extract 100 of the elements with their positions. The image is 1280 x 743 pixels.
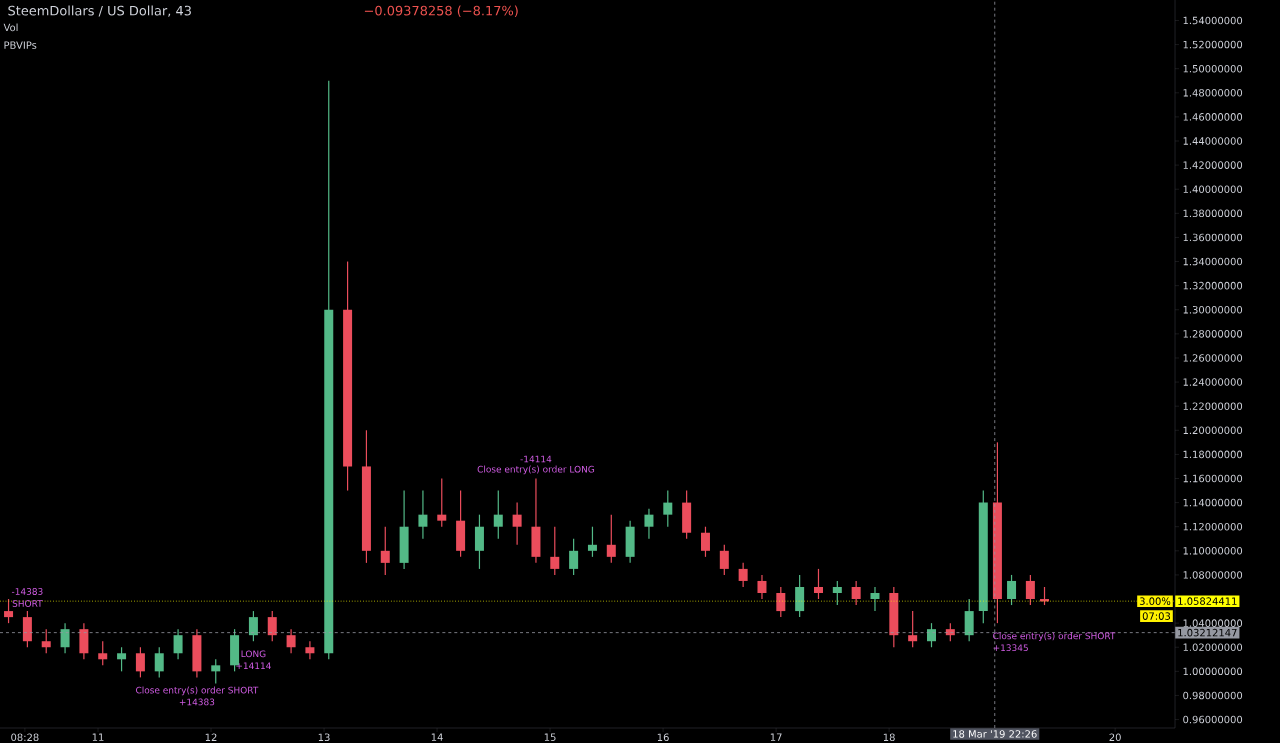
y-tick-label: 1.22000000	[1183, 402, 1243, 410]
candlestick	[154, 646, 164, 678]
candlestick	[587, 526, 597, 558]
ref-line-label: 18 Mar '19 22:26	[953, 730, 1037, 738]
candlestick	[776, 586, 786, 618]
candlestick	[456, 489, 466, 558]
x-tick-label: 08:28	[11, 733, 39, 742]
annotation: PBVIPs	[4, 41, 37, 49]
y-tick-label: 1.52000000	[1183, 40, 1243, 49]
candlestick	[248, 610, 258, 642]
candlestick	[908, 610, 918, 648]
candlestick	[682, 489, 692, 540]
candlestick	[361, 429, 371, 564]
candlestick	[60, 622, 70, 654]
annotation: Close entry(s) order SHORT	[993, 632, 1116, 642]
y-tick-label: 1.26000000	[1183, 354, 1243, 362]
y-tick-label: 1.24000000	[1183, 378, 1243, 386]
candlestick	[380, 526, 390, 576]
y-tick-label: 1.36000000	[1183, 233, 1243, 242]
annotation: +14114	[236, 662, 271, 669]
candlestick	[98, 640, 108, 666]
annotation: +13345	[993, 644, 1028, 652]
ref-line-label: 1.03212147	[1178, 628, 1237, 637]
candlestick	[4, 598, 14, 624]
y-tick-label: 1.02000000	[1183, 643, 1243, 652]
annotation: Vol	[3, 23, 18, 32]
candlestick	[531, 477, 541, 564]
y-tick-label: 0.98000000	[1183, 691, 1243, 700]
candlestick	[41, 628, 51, 654]
y-tick-label: 1.50000000	[1183, 64, 1243, 73]
x-tick-label: 15	[544, 733, 556, 741]
y-tick-label: 1.48000000	[1183, 89, 1243, 97]
candlestick	[1025, 574, 1035, 606]
y-tick-label: 1.20000000	[1183, 426, 1243, 435]
y-tick-label: 1.14000000	[1183, 498, 1243, 507]
candlestick	[192, 628, 202, 678]
candlestick	[474, 514, 484, 570]
y-tick-label: 1.28000000	[1183, 330, 1243, 338]
y-tick-label: 1.10000000	[1183, 547, 1243, 555]
candlestick	[757, 574, 767, 600]
candlestick	[286, 628, 296, 654]
y-tick-label: 1.34000000	[1183, 257, 1243, 266]
candlestick	[644, 508, 654, 540]
chart-title: SteemDollars / US Dollar, 43	[8, 5, 191, 17]
annotation: 3.00%	[1139, 597, 1171, 605]
candlestick	[569, 538, 579, 576]
candlestick	[135, 646, 145, 678]
y-tick-label: 1.08000000	[1183, 571, 1243, 579]
candlestick	[267, 610, 277, 642]
candlestick	[173, 628, 183, 660]
x-tick-label: 12	[205, 733, 217, 741]
y-tick-label: 1.00000000	[1183, 667, 1243, 676]
candlestick	[719, 544, 729, 576]
candlestick	[512, 502, 522, 546]
ref-line-label: 1.05824411	[1178, 597, 1237, 605]
candlestick	[927, 622, 936, 648]
y-tick-label: 1.40000000	[1183, 185, 1243, 193]
candlestick	[795, 574, 805, 618]
x-tick-label: 14	[431, 733, 443, 741]
y-tick-label: 1.12000000	[1183, 522, 1243, 531]
y-tick-label: 1.54000000	[1183, 16, 1243, 25]
candlestick	[22, 610, 32, 648]
annotation: -14383	[11, 588, 43, 595]
candlestick	[117, 646, 127, 672]
candlestick	[437, 477, 447, 528]
x-tick-label: 11	[92, 733, 104, 741]
x-tick-label: 17	[770, 733, 782, 741]
y-tick-label: 1.46000000	[1183, 113, 1243, 121]
annotation: +14383	[179, 698, 215, 706]
x-tick-label: 16	[657, 733, 669, 742]
y-tick-label: 1.16000000	[1183, 474, 1243, 483]
candlestick	[550, 526, 560, 576]
annotation: SHORT	[12, 600, 43, 607]
candlestick	[700, 526, 710, 558]
candlestick	[964, 598, 974, 642]
y-tick-label: 1.38000000	[1183, 209, 1243, 218]
annotation: 07:03	[1142, 612, 1171, 620]
x-tick-label: 18	[883, 733, 895, 742]
candlestick	[870, 586, 880, 612]
candlestick	[418, 489, 428, 540]
candlestick	[832, 580, 842, 606]
y-tick-label: 1.32000000	[1183, 281, 1243, 290]
annotation: Close entry(s) order SHORT	[136, 686, 259, 696]
candlestick	[493, 489, 503, 540]
candlestick	[1007, 574, 1017, 606]
candlestick	[324, 80, 334, 660]
x-tick-label: 13	[318, 733, 330, 742]
y-tick-label: 0.96000000	[1183, 715, 1243, 724]
chart-subtitle: −0.09378258 (−8.17%)	[364, 5, 518, 18]
annotation: -14114	[520, 455, 552, 463]
y-tick-label: 1.18000000	[1183, 450, 1243, 459]
candlestick	[399, 489, 409, 570]
candlestick	[992, 441, 1002, 624]
candlestick	[889, 586, 899, 648]
candlestick	[211, 658, 221, 684]
y-tick-label: 1.42000000	[1183, 161, 1243, 169]
y-tick-label: 1.30000000	[1183, 305, 1243, 314]
candlestick	[625, 520, 635, 564]
candlestick	[738, 562, 748, 588]
x-tick-label: 20	[1109, 733, 1121, 742]
